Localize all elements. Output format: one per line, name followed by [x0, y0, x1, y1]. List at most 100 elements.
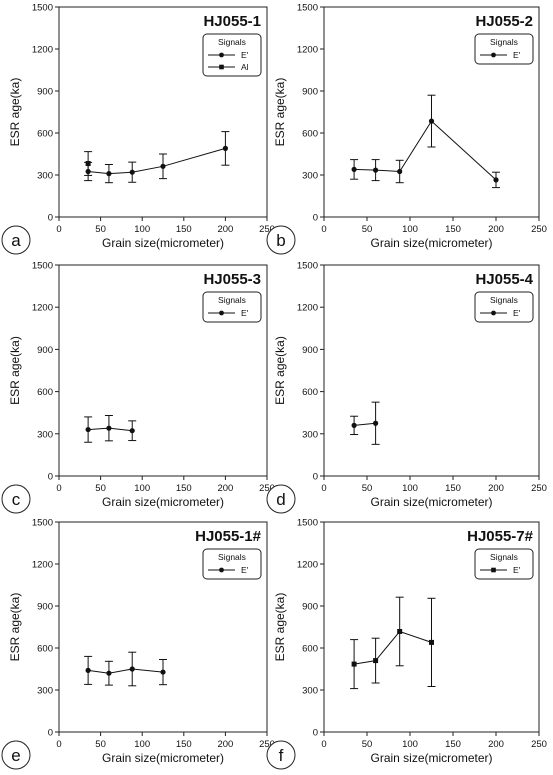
y-tick-label: 600: [302, 129, 318, 140]
legend-entry: E': [241, 50, 249, 60]
y-tick-label: 600: [302, 644, 318, 655]
legend-marker: [219, 310, 224, 316]
data-point: [222, 145, 228, 151]
data-point: [129, 428, 135, 434]
data-point: [85, 161, 91, 167]
data-point: [493, 177, 499, 183]
panel-letter: a: [11, 231, 21, 250]
x-tick-label: 150: [445, 224, 461, 235]
y-tick-label: 1500: [32, 3, 53, 14]
x-tick-label: 0: [56, 739, 61, 750]
y-tick-label: 0: [313, 728, 318, 739]
legend-title: Signals: [490, 295, 518, 305]
legend-marker: [219, 567, 224, 573]
legend-box: [474, 291, 534, 323]
legend-box: [474, 33, 534, 65]
legend-marker: [219, 64, 224, 70]
x-tick-label: 50: [95, 483, 106, 494]
y-tick-label: 1500: [32, 518, 53, 529]
legend-marker: [219, 52, 224, 58]
x-tick-label: 150: [445, 483, 461, 494]
x-tick-label: 50: [95, 739, 106, 750]
data-point: [129, 169, 135, 175]
chart-title: HJ055-2: [475, 13, 533, 30]
data-point: [351, 661, 357, 667]
x-tick-label: 250: [531, 224, 547, 235]
x-axis-label: Grain size(micrometer): [370, 495, 492, 509]
data-point: [397, 168, 403, 175]
legend-title: Signals: [218, 37, 246, 47]
x-tick-label: 100: [402, 483, 418, 494]
x-tick-label: 100: [134, 483, 150, 494]
y-tick-label: 900: [302, 602, 318, 613]
legend-title: Signals: [490, 552, 518, 562]
chart-title: HJ055-4: [475, 271, 533, 288]
x-tick-label: 150: [445, 739, 461, 750]
legend-entry: E': [513, 565, 521, 575]
panel-letter-circle: [1, 740, 31, 770]
x-tick-label: 250: [531, 739, 547, 750]
y-tick-label: 300: [302, 171, 318, 182]
y-tick-label: 900: [302, 87, 318, 98]
plot-frame: [323, 521, 540, 733]
x-tick-label: 250: [259, 224, 275, 235]
panel-letter-circle: [1, 484, 31, 514]
series-line: [88, 668, 164, 674]
chart-panel-d: 0 50 100 150 200 250 0 300 600 900 1200 1500 Grain s…: [266, 261, 547, 514]
x-tick-label: 50: [95, 224, 106, 235]
x-tick-label: 100: [134, 224, 150, 235]
data-point: [397, 628, 403, 634]
y-tick-label: 600: [37, 129, 53, 140]
legend-box: [202, 548, 262, 580]
y-tick-label: 1500: [297, 518, 318, 529]
data-point: [373, 167, 379, 173]
chart-title: HJ055-1: [203, 13, 261, 30]
x-axis-label: Grain size(micrometer): [102, 236, 224, 250]
y-tick-label: 300: [302, 429, 318, 440]
legend-title: Signals: [218, 552, 246, 562]
x-tick-label: 150: [176, 483, 192, 494]
panel-letter-circle: [266, 484, 296, 514]
chart-panel-c: 0 50 100 150 200 250 0 300 600 900 1200 1500 Grain s…: [1, 261, 275, 514]
data-point: [428, 118, 435, 124]
chart-title: HJ055-1#: [195, 528, 262, 545]
x-tick-label: 0: [56, 483, 61, 494]
y-tick-label: 1200: [297, 45, 318, 56]
x-tick-label: 50: [362, 224, 373, 235]
x-tick-label: 0: [321, 224, 326, 235]
chart-title: HJ055-7#: [467, 528, 534, 545]
data-point: [373, 420, 379, 426]
x-tick-label: 0: [321, 739, 326, 750]
chart-panel-a: 0 50 100 150 200 250 0 300 600 900 1200 1500 Grain s…: [1, 3, 275, 255]
x-tick-label: 50: [362, 483, 373, 494]
x-tick-label: 0: [56, 224, 61, 235]
panel-letter: d: [276, 490, 285, 509]
x-tick-label: 0: [321, 483, 326, 494]
legend-title: Signals: [490, 37, 518, 47]
x-tick-label: 200: [488, 739, 504, 750]
x-tick-label: 200: [217, 739, 233, 750]
x-axis-label: Grain size(micrometer): [370, 236, 492, 250]
panel-letter: b: [276, 231, 285, 250]
plot-frame: [58, 264, 268, 477]
x-tick-label: 150: [176, 224, 192, 235]
y-tick-label: 1200: [32, 45, 53, 56]
data-point: [106, 171, 112, 177]
y-tick-label: 600: [37, 387, 53, 398]
y-tick-label: 900: [302, 345, 318, 356]
y-tick-label: 300: [37, 686, 53, 697]
data-point: [85, 667, 91, 674]
y-tick-label: 600: [37, 644, 53, 655]
x-tick-label: 200: [217, 483, 233, 494]
chart-panel-f: 0 50 100 150 200 250 0 300 600 900 1200 1500 Grain s…: [266, 518, 547, 770]
y-tick-label: 0: [48, 472, 53, 483]
legend-marker: [491, 52, 496, 58]
y-axis-label: ESR age(ka): [273, 78, 287, 147]
legend-title: Signals: [218, 295, 246, 305]
series-line: [354, 422, 376, 426]
legend-marker: [491, 567, 496, 573]
plot-frame: [323, 264, 540, 477]
x-tick-label: 200: [217, 224, 233, 235]
data-point: [160, 669, 166, 675]
data-point: [106, 670, 112, 676]
